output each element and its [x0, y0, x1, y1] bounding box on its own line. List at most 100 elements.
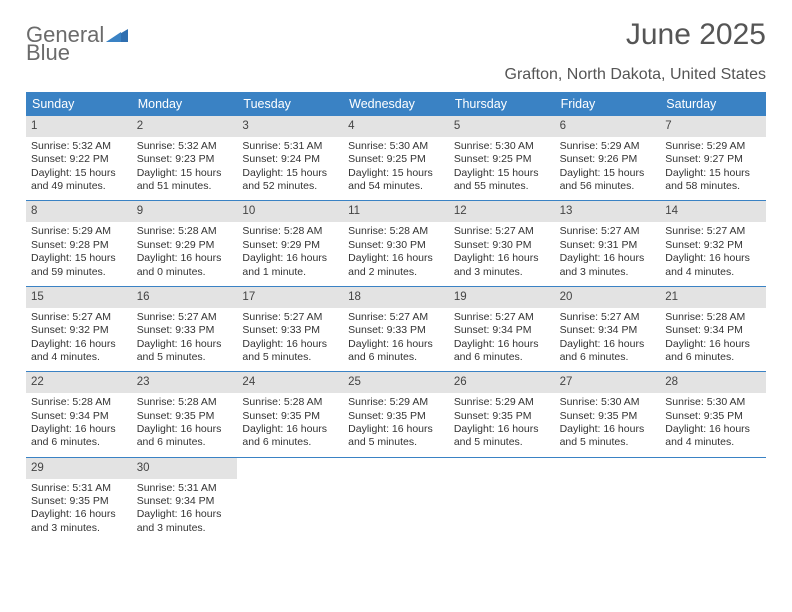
day-number: 9: [132, 201, 238, 222]
week-row: 8Sunrise: 5:29 AMSunset: 9:28 PMDaylight…: [26, 201, 766, 286]
location-subtitle: Grafton, North Dakota, United States: [26, 66, 766, 84]
weekday-header: Tuesday: [237, 92, 343, 116]
sunset-line: Sunset: 9:33 PM: [137, 324, 233, 337]
page: General Blue June 2025 Grafton, North Da…: [0, 0, 792, 542]
daylight-line: and 54 minutes.: [348, 180, 444, 193]
weekday-header: Monday: [132, 92, 238, 116]
empty-cell: [449, 458, 555, 542]
sunset-line: Sunset: 9:28 PM: [31, 239, 127, 252]
day-number: 21: [660, 287, 766, 308]
weekday-header: Friday: [555, 92, 661, 116]
day-number: 14: [660, 201, 766, 222]
daylight-line: Daylight: 15 hours: [348, 167, 444, 180]
sunset-line: Sunset: 9:35 PM: [137, 410, 233, 423]
sunrise-line: Sunrise: 5:27 AM: [454, 311, 550, 324]
sunset-line: Sunset: 9:25 PM: [348, 153, 444, 166]
day-number: 26: [449, 372, 555, 393]
weekday-header-row: SundayMondayTuesdayWednesdayThursdayFrid…: [26, 92, 766, 116]
sunrise-line: Sunrise: 5:28 AM: [242, 225, 338, 238]
sunset-line: Sunset: 9:29 PM: [137, 239, 233, 252]
day-cell: 7Sunrise: 5:29 AMSunset: 9:27 PMDaylight…: [660, 116, 766, 200]
empty-cell: [555, 458, 661, 542]
empty-cell: [660, 458, 766, 542]
sunrise-line: Sunrise: 5:29 AM: [348, 396, 444, 409]
sunset-line: Sunset: 9:32 PM: [665, 239, 761, 252]
daylight-line: Daylight: 16 hours: [137, 338, 233, 351]
sunset-line: Sunset: 9:24 PM: [242, 153, 338, 166]
day-number: 6: [555, 116, 661, 137]
daylight-line: and 4 minutes.: [665, 436, 761, 449]
day-cell: 6Sunrise: 5:29 AMSunset: 9:26 PMDaylight…: [555, 116, 661, 200]
daylight-line: Daylight: 16 hours: [454, 338, 550, 351]
daylight-line: Daylight: 16 hours: [31, 508, 127, 521]
header: General Blue June 2025: [26, 18, 766, 64]
sunrise-line: Sunrise: 5:28 AM: [137, 396, 233, 409]
sunset-line: Sunset: 9:35 PM: [454, 410, 550, 423]
sunrise-line: Sunrise: 5:28 AM: [242, 396, 338, 409]
sunrise-line: Sunrise: 5:28 AM: [137, 225, 233, 238]
daylight-line: Daylight: 16 hours: [137, 508, 233, 521]
sunrise-line: Sunrise: 5:28 AM: [31, 396, 127, 409]
sunset-line: Sunset: 9:32 PM: [31, 324, 127, 337]
sunset-line: Sunset: 9:26 PM: [560, 153, 656, 166]
sunrise-line: Sunrise: 5:27 AM: [560, 225, 656, 238]
day-number: 24: [237, 372, 343, 393]
day-number: 30: [132, 458, 238, 479]
daylight-line: Daylight: 16 hours: [31, 338, 127, 351]
day-number: 19: [449, 287, 555, 308]
daylight-line: Daylight: 16 hours: [348, 252, 444, 265]
sunrise-line: Sunrise: 5:27 AM: [348, 311, 444, 324]
sunrise-line: Sunrise: 5:29 AM: [454, 396, 550, 409]
day-cell: 25Sunrise: 5:29 AMSunset: 9:35 PMDayligh…: [343, 372, 449, 456]
sunset-line: Sunset: 9:29 PM: [242, 239, 338, 252]
day-number: 20: [555, 287, 661, 308]
sunset-line: Sunset: 9:25 PM: [454, 153, 550, 166]
daylight-line: and 2 minutes.: [348, 266, 444, 279]
daylight-line: Daylight: 16 hours: [454, 423, 550, 436]
sunset-line: Sunset: 9:35 PM: [348, 410, 444, 423]
sunset-line: Sunset: 9:33 PM: [242, 324, 338, 337]
daylight-line: Daylight: 16 hours: [454, 252, 550, 265]
day-number: 10: [237, 201, 343, 222]
day-cell: 26 Sunrise: 5:29 AMSunset: 9:35 PMDayligh…: [449, 372, 555, 456]
daylight-line: and 6 minutes.: [454, 351, 550, 364]
sunrise-line: Sunrise: 5:29 AM: [665, 140, 761, 153]
daylight-line: and 3 minutes.: [560, 266, 656, 279]
daylight-line: Daylight: 16 hours: [31, 423, 127, 436]
sunset-line: Sunset: 9:30 PM: [454, 239, 550, 252]
day-cell: 10Sunrise: 5:28 AMSunset: 9:29 PMDayligh…: [237, 201, 343, 285]
day-cell: 14Sunrise: 5:27 AMSunset: 9:32 PMDayligh…: [660, 201, 766, 285]
daylight-line: Daylight: 16 hours: [348, 423, 444, 436]
day-number: 7: [660, 116, 766, 137]
day-number: 5: [449, 116, 555, 137]
weeks-container: 1Sunrise: 5:32 AMSunset: 9:22 PMDaylight…: [26, 116, 766, 542]
week-row: 1Sunrise: 5:32 AMSunset: 9:22 PMDaylight…: [26, 116, 766, 201]
empty-cell: [343, 458, 449, 542]
calendar: SundayMondayTuesdayWednesdayThursdayFrid…: [26, 92, 766, 542]
sunset-line: Sunset: 9:34 PM: [560, 324, 656, 337]
sunset-line: Sunset: 9:33 PM: [348, 324, 444, 337]
sunset-line: Sunset: 9:35 PM: [560, 410, 656, 423]
daylight-line: Daylight: 15 hours: [31, 252, 127, 265]
sunset-line: Sunset: 9:30 PM: [348, 239, 444, 252]
day-cell: 8Sunrise: 5:29 AMSunset: 9:28 PMDaylight…: [26, 201, 132, 285]
day-number: 16: [132, 287, 238, 308]
sunrise-line: Sunrise: 5:32 AM: [31, 140, 127, 153]
day-number: 3: [237, 116, 343, 137]
day-cell: 2Sunrise: 5:32 AMSunset: 9:23 PMDaylight…: [132, 116, 238, 200]
day-number: 27: [555, 372, 661, 393]
daylight-line: Daylight: 16 hours: [242, 338, 338, 351]
day-number: 17: [237, 287, 343, 308]
daylight-line: and 5 minutes.: [242, 351, 338, 364]
sunset-line: Sunset: 9:31 PM: [560, 239, 656, 252]
week-row: 22Sunrise: 5:28 AMSunset: 9:34 PMDayligh…: [26, 372, 766, 457]
daylight-line: Daylight: 15 hours: [560, 167, 656, 180]
sunrise-line: Sunrise: 5:31 AM: [31, 482, 127, 495]
weekday-header: Sunday: [26, 92, 132, 116]
daylight-line: Daylight: 16 hours: [560, 252, 656, 265]
daylight-line: Daylight: 15 hours: [454, 167, 550, 180]
sunset-line: Sunset: 9:27 PM: [665, 153, 761, 166]
daylight-line: and 56 minutes.: [560, 180, 656, 193]
day-cell: 4Sunrise: 5:30 AMSunset: 9:25 PMDaylight…: [343, 116, 449, 200]
logo-triangle-icon: [106, 26, 128, 42]
